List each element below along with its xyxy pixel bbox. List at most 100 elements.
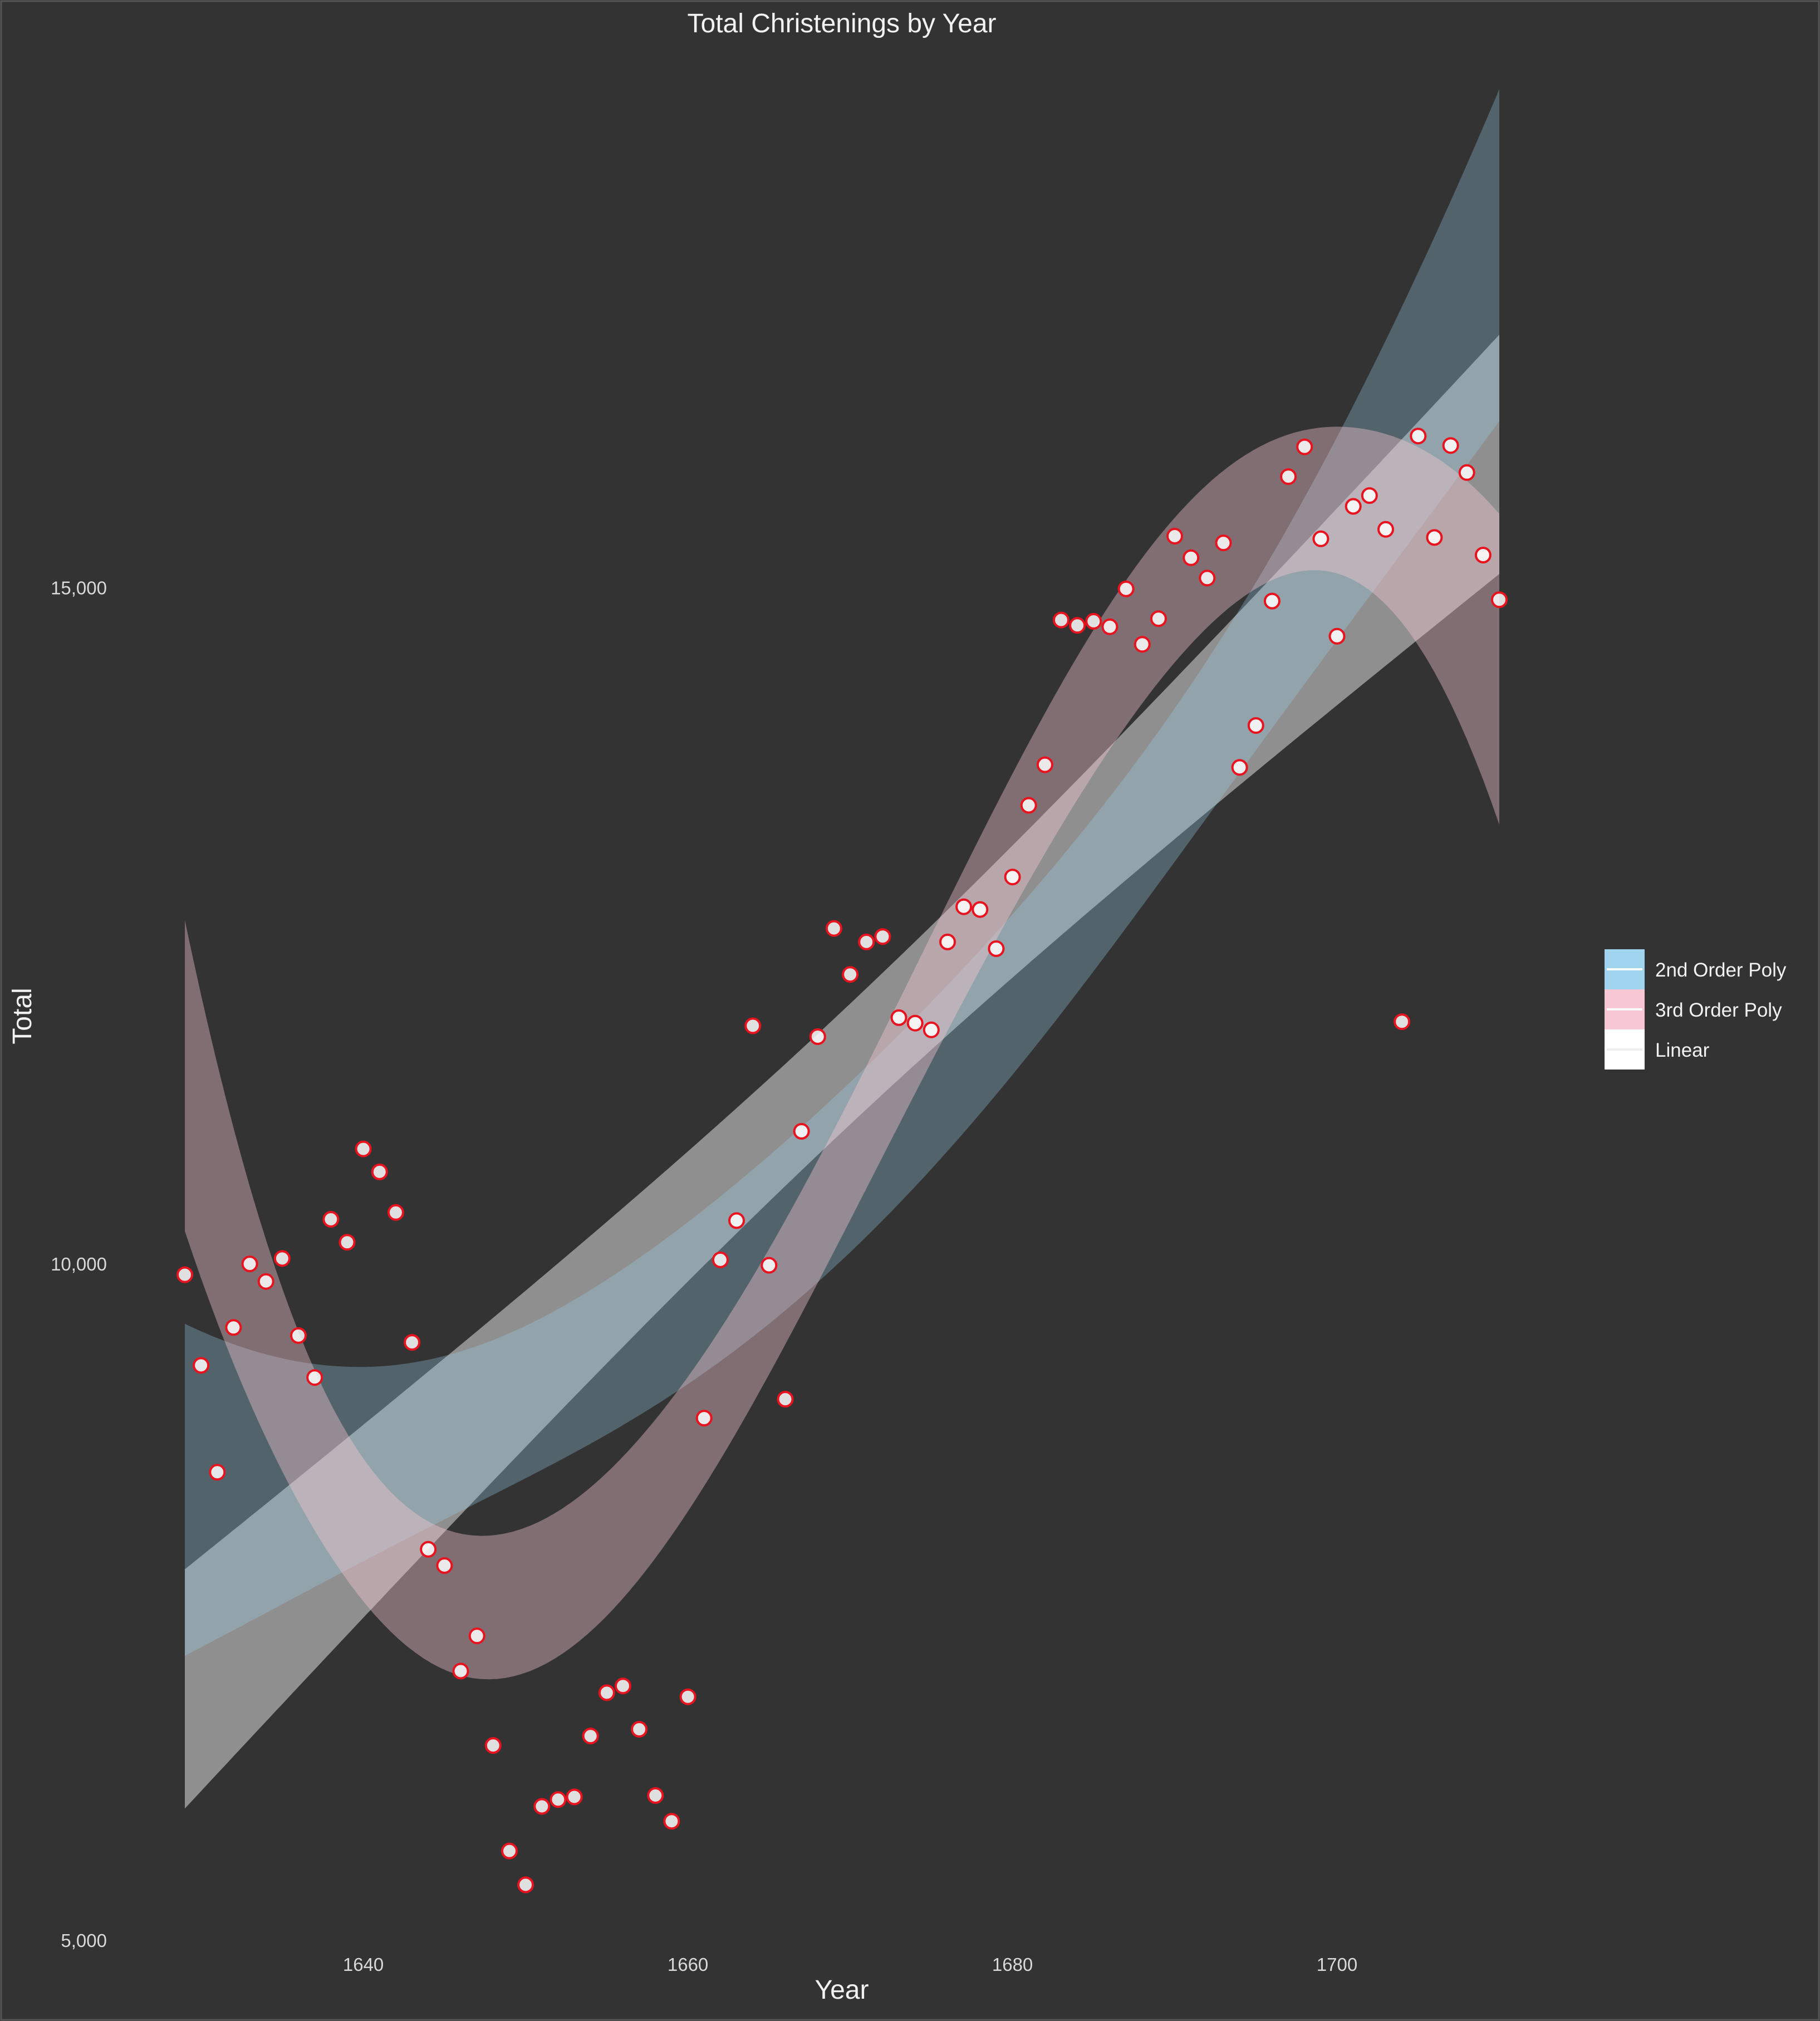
legend: 2nd Order Poly 3rd Order Poly Linear: [1605, 949, 1787, 1070]
data-point: [582, 1728, 599, 1745]
data-point: [1199, 570, 1216, 587]
data-point: [744, 1017, 762, 1034]
data-point: [1474, 547, 1492, 563]
data-point: [825, 920, 842, 937]
chart-title: Total Christenings by Year: [688, 9, 997, 38]
data-point: [517, 1876, 534, 1894]
y-tick-label: 10,000: [51, 1254, 107, 1274]
data-point: [728, 1212, 745, 1229]
data-point: [1280, 468, 1297, 485]
data-point: [1183, 549, 1200, 566]
data-point: [1361, 487, 1378, 504]
y-tick-label: 5,000: [61, 1930, 107, 1951]
data-point: [1134, 636, 1151, 653]
data-point: [484, 1737, 502, 1754]
data-point: [1020, 797, 1037, 814]
data-point: [615, 1677, 631, 1695]
data-point: [1231, 759, 1248, 776]
legend-label-3rd-order-poly: 3rd Order Poly: [1655, 999, 1782, 1021]
data-point: [1166, 528, 1183, 545]
x-tick-label: 1660: [668, 1954, 708, 1975]
data-point: [1101, 618, 1119, 635]
data-point: [1215, 534, 1232, 552]
data-point: [257, 1273, 274, 1290]
axis-ticks: 1640 1660 1680 1700 5,000 10,000 15,000: [51, 577, 1357, 1975]
data-point: [761, 1257, 778, 1274]
data-point: [906, 1014, 924, 1032]
data-point: [663, 1813, 680, 1830]
data-point: [598, 1684, 615, 1701]
data-point: [1394, 1013, 1411, 1031]
data-point: [225, 1319, 242, 1336]
data-point: [1150, 610, 1167, 627]
data-point: [647, 1787, 664, 1804]
data-point: [1458, 464, 1475, 481]
data-point: [1410, 428, 1427, 445]
data-point: [1491, 591, 1508, 609]
data-point: [306, 1369, 323, 1386]
data-point: [631, 1721, 648, 1738]
x-tick-label: 1680: [992, 1954, 1033, 1975]
data-points: [176, 428, 1508, 1894]
x-tick-label: 1640: [343, 1954, 384, 1975]
data-point: [890, 1009, 907, 1026]
data-point: [533, 1798, 551, 1815]
data-point: [874, 928, 891, 945]
data-point: [468, 1627, 485, 1645]
data-point: [923, 1021, 940, 1038]
data-point: [1053, 611, 1070, 629]
y-axis-title: Total: [8, 988, 37, 1044]
data-point: [777, 1391, 794, 1408]
data-point: [1069, 617, 1086, 634]
data-point: [809, 1028, 826, 1045]
data-point: [842, 966, 859, 983]
data-point: [679, 1688, 696, 1705]
fit-bands: [185, 89, 1499, 1809]
data-point: [371, 1163, 388, 1180]
data-point: [566, 1788, 583, 1806]
data-point: [1328, 627, 1346, 645]
data-point: [695, 1410, 713, 1427]
data-point: [550, 1791, 567, 1808]
data-point: [1247, 717, 1264, 734]
band-3rd-order-poly: [185, 426, 1499, 1680]
data-point: [290, 1327, 307, 1344]
data-point: [793, 1123, 810, 1140]
data-point: [404, 1334, 421, 1351]
data-point: [712, 1251, 729, 1268]
data-point: [241, 1255, 258, 1273]
data-point: [1345, 498, 1362, 515]
data-point: [1085, 613, 1102, 630]
data-point: [939, 933, 956, 950]
band-2nd-order-poly: [185, 89, 1499, 1656]
data-point: [176, 1266, 193, 1283]
data-point: [1426, 529, 1443, 546]
data-point: [1263, 592, 1281, 610]
data-point: [1377, 521, 1394, 538]
data-point: [988, 940, 1005, 957]
legend-label-linear: Linear: [1655, 1039, 1710, 1061]
data-point: [1117, 580, 1135, 597]
data-point: [1312, 530, 1330, 547]
band-linear: [185, 335, 1499, 1809]
data-point: [1004, 869, 1021, 886]
data-point: [209, 1464, 226, 1481]
data-point: [858, 933, 875, 950]
x-axis-title: Year: [815, 1975, 869, 2005]
data-point: [501, 1842, 518, 1860]
data-point: [355, 1140, 372, 1157]
data-point: [322, 1211, 340, 1228]
data-point: [1442, 437, 1459, 454]
data-point: [420, 1541, 437, 1558]
data-point: [436, 1557, 453, 1574]
data-point: [387, 1204, 404, 1221]
data-point: [339, 1234, 356, 1251]
data-point: [972, 901, 989, 918]
legend-label-2nd-order-poly: 2nd Order Poly: [1655, 959, 1787, 981]
y-tick-label: 15,000: [51, 577, 107, 598]
data-point: [193, 1357, 210, 1374]
